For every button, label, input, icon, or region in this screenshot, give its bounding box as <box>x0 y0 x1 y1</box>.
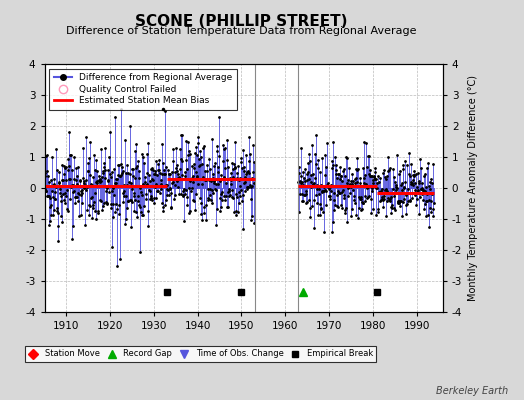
Legend: Difference from Regional Average, Quality Control Failed, Estimated Station Mean: Difference from Regional Average, Qualit… <box>49 68 237 110</box>
Text: SCONE (PHILLIP STREET): SCONE (PHILLIP STREET) <box>135 14 347 29</box>
Y-axis label: Monthly Temperature Anomaly Difference (°C): Monthly Temperature Anomaly Difference (… <box>468 75 478 301</box>
Text: Difference of Station Temperature Data from Regional Average: Difference of Station Temperature Data f… <box>66 26 416 36</box>
Legend: Station Move, Record Gap, Time of Obs. Change, Empirical Break: Station Move, Record Gap, Time of Obs. C… <box>25 346 376 362</box>
Text: Berkeley Earth: Berkeley Earth <box>436 386 508 396</box>
